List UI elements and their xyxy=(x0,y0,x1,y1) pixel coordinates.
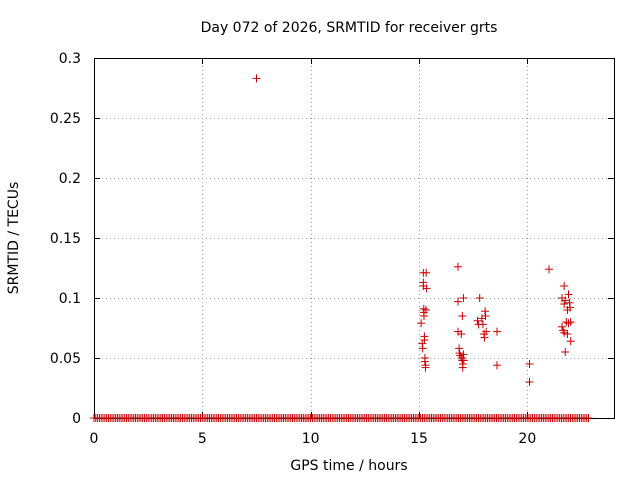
data-point xyxy=(564,319,573,328)
tick-labels: 0 5 10 15 20 0 0.05 0.1 0.15 0.2 0.25 0.3 xyxy=(50,51,536,447)
data-point xyxy=(566,337,575,346)
data-point xyxy=(418,344,427,353)
data-point xyxy=(563,330,572,338)
data-point xyxy=(459,356,468,365)
data-point xyxy=(558,322,566,331)
data-point xyxy=(454,262,462,271)
chart-title: Day 072 of 2026, SRMTID for receiver grt… xyxy=(201,20,498,36)
data-point xyxy=(419,312,428,320)
grid-lines xyxy=(94,58,614,418)
y-axis-label: SRMTID / TECUs xyxy=(6,182,22,295)
data-point xyxy=(454,297,462,306)
data-point xyxy=(252,74,261,83)
data-point xyxy=(473,316,482,325)
x-tick-label: 10 xyxy=(302,431,320,447)
x-tick-label: 20 xyxy=(518,431,536,447)
data-point xyxy=(564,290,573,299)
y-tick-label: 0.05 xyxy=(50,351,81,367)
data-point xyxy=(422,268,431,277)
y-tick-label: 0.3 xyxy=(59,51,81,67)
baseline-point xyxy=(584,414,593,422)
data-point xyxy=(458,363,467,372)
data-point xyxy=(422,284,431,293)
data-point xyxy=(420,336,429,344)
y-tick-label: 0.25 xyxy=(50,111,81,127)
data-point xyxy=(560,328,569,337)
data-point xyxy=(420,357,429,366)
data-point xyxy=(478,320,487,329)
x-tick-label: 5 xyxy=(198,431,207,447)
data-point xyxy=(459,294,468,302)
data-point xyxy=(421,306,430,314)
data-point xyxy=(475,294,484,302)
data-point xyxy=(457,330,466,338)
data-points xyxy=(90,74,593,422)
y-tick-label: 0.1 xyxy=(59,291,81,307)
data-point xyxy=(458,312,467,320)
data-point xyxy=(493,361,501,370)
data-point xyxy=(560,282,569,290)
y-tick-label: 0 xyxy=(72,411,81,427)
data-point xyxy=(421,363,430,372)
data-point xyxy=(566,318,575,326)
data-point xyxy=(561,296,570,305)
data-point xyxy=(480,333,489,342)
y-tick-label: 0.15 xyxy=(50,231,81,247)
data-point xyxy=(561,348,570,356)
x-tick-label: 15 xyxy=(410,431,428,447)
data-point xyxy=(493,327,501,336)
data-point xyxy=(560,300,569,308)
data-point xyxy=(481,312,490,320)
data-point xyxy=(417,319,426,328)
data-point xyxy=(525,378,534,386)
data-point xyxy=(525,360,534,368)
data-point xyxy=(545,265,553,274)
y-tick-label: 0.2 xyxy=(59,171,81,187)
x-tick-label: 0 xyxy=(90,431,99,447)
data-point xyxy=(482,327,491,336)
x-axis-label: GPS time / hours xyxy=(290,458,407,474)
data-point xyxy=(566,303,575,312)
